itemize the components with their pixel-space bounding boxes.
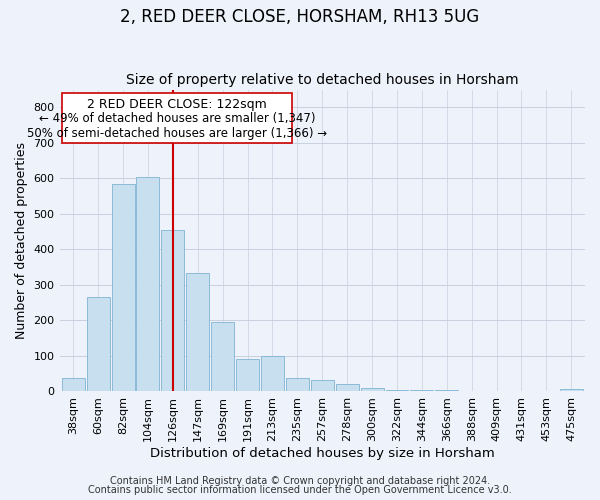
Bar bbox=[410, 390, 433, 392]
Bar bbox=[186, 273, 209, 392]
X-axis label: Distribution of detached houses by size in Horsham: Distribution of detached houses by size … bbox=[150, 447, 494, 460]
Bar bbox=[560, 388, 583, 392]
Bar bbox=[361, 388, 383, 392]
Text: 2, RED DEER CLOSE, HORSHAM, RH13 5UG: 2, RED DEER CLOSE, HORSHAM, RH13 5UG bbox=[121, 8, 479, 26]
Bar bbox=[211, 322, 234, 392]
Text: Contains public sector information licensed under the Open Government Licence v3: Contains public sector information licen… bbox=[88, 485, 512, 495]
Bar bbox=[136, 176, 160, 392]
Bar bbox=[286, 378, 309, 392]
Text: Contains HM Land Registry data © Crown copyright and database right 2024.: Contains HM Land Registry data © Crown c… bbox=[110, 476, 490, 486]
Bar bbox=[112, 184, 134, 392]
Y-axis label: Number of detached properties: Number of detached properties bbox=[15, 142, 28, 339]
Bar bbox=[436, 390, 458, 392]
Bar bbox=[62, 378, 85, 392]
Text: ← 49% of detached houses are smaller (1,347): ← 49% of detached houses are smaller (1,… bbox=[39, 112, 316, 126]
Bar bbox=[311, 380, 334, 392]
Bar bbox=[336, 384, 359, 392]
Bar bbox=[86, 298, 110, 392]
Bar bbox=[261, 356, 284, 392]
Bar bbox=[386, 390, 409, 392]
Text: 2 RED DEER CLOSE: 122sqm: 2 RED DEER CLOSE: 122sqm bbox=[88, 98, 267, 110]
Bar bbox=[236, 360, 259, 392]
Bar bbox=[161, 230, 184, 392]
Title: Size of property relative to detached houses in Horsham: Size of property relative to detached ho… bbox=[126, 73, 518, 87]
Text: 50% of semi-detached houses are larger (1,366) →: 50% of semi-detached houses are larger (… bbox=[27, 128, 327, 140]
